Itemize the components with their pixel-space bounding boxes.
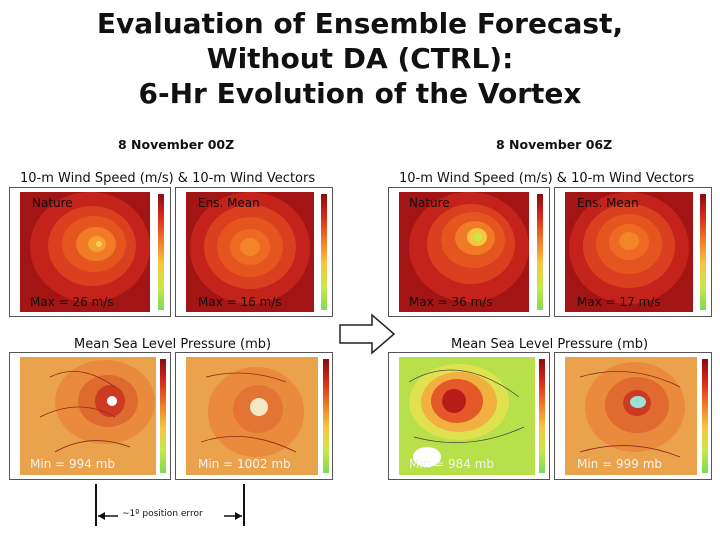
mslp-map-06z-ens [565,357,697,475]
mslp-map-00z-ens [186,357,318,475]
wind-panel-06z-ens: Ens. Mean Max = 17 m/s [554,187,712,317]
wind-panel-00z-ens: Ens. Mean Max = 16 m/s [175,187,333,317]
mslp-panel-06z-nature: Min = 984 mb [388,352,550,480]
wind-map-06z-nature [399,192,529,312]
date-label-00z: 8 November 00Z [118,137,235,152]
wind-section-label-right: 10-m Wind Speed (m/s) & 10-m Wind Vector… [399,171,695,186]
wind-06z-ens-label: Ens. Mean [577,196,639,210]
wind-colorbar-06z-ens [700,194,706,310]
position-error-note: ~1º position error [122,509,203,519]
mslp-panel-00z-ens: Min = 1002 mb [175,352,333,480]
wind-map-06z-ens [565,192,693,312]
wind-map-00z-nature [20,192,150,312]
mslp-section-label-left: Mean Sea Level Pressure (mb) [74,337,272,352]
mslp-colorbar-00z-nature [160,359,166,473]
wind-colorbar-06z-nature [537,194,543,310]
mslp-colorbar-00z-ens [323,359,329,473]
wind-06z-nature-label: Nature [409,196,450,210]
wind-06z-ens-max: Max = 17 m/s [577,295,661,309]
mslp-map-06z-nature [399,357,535,475]
mslp-section-label-right: Mean Sea Level Pressure (mb) [451,337,649,352]
mslp-colorbar-06z-ens [702,359,708,473]
wind-06z-nature-max: Max = 36 m/s [409,295,493,309]
mslp-panel-00z-nature: Min = 994 mb [9,352,171,480]
mslp-panel-06z-ens: Min = 999 mb [554,352,712,480]
wind-map-00z-ens [186,192,314,312]
title-line-1: Evaluation of Ensemble Forecast, [96,7,624,40]
wind-00z-nature-max: Max = 26 m/s [30,295,114,309]
wind-colorbar-00z-ens [321,194,327,310]
wind-panel-06z-nature: Nature Max = 36 m/s [388,187,550,317]
mslp-map-00z-nature [20,357,156,475]
date-label-06z: 8 November 06Z [496,137,613,152]
mslp-colorbar-06z-nature [539,359,545,473]
wind-00z-ens-max: Max = 16 m/s [198,295,282,309]
wind-section-label-left: 10-m Wind Speed (m/s) & 10-m Wind Vector… [20,171,316,186]
position-error-bracket [95,484,245,526]
mslp-00z-nature-min: Min = 994 mb [30,457,116,471]
wind-00z-ens-label: Ens. Mean [198,196,260,210]
title-line-2: Without DA (CTRL): [206,42,514,75]
mslp-06z-ens-min: Min = 999 mb [577,457,663,471]
mslp-06z-nature-min: Min = 984 mb [409,457,495,471]
mslp-00z-ens-min: Min = 1002 mb [198,457,291,471]
wind-colorbar-00z-nature [158,194,164,310]
title-line-3: 6-Hr Evolution of the Vortex [138,77,582,110]
wind-panel-00z-nature: Nature Max = 26 m/s [9,187,171,317]
wind-00z-nature-label: Nature [32,196,73,210]
time-evolution-arrow-icon [339,313,396,355]
slide-title: Evaluation of Ensemble Forecast, Without… [0,6,720,111]
